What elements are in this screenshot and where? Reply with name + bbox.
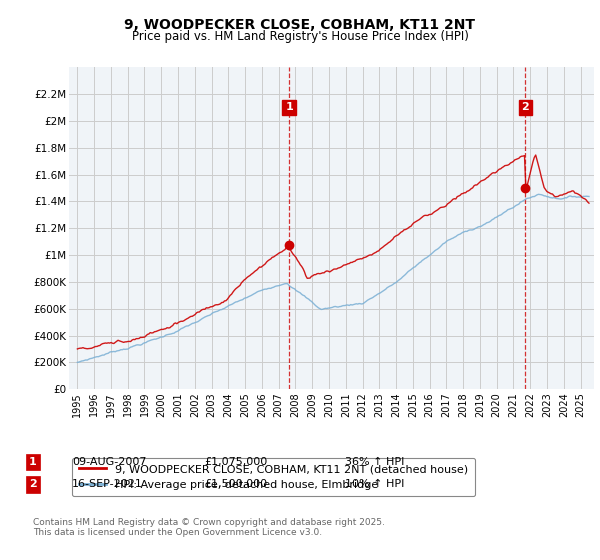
Text: £1,075,000: £1,075,000	[204, 457, 267, 467]
Text: 1: 1	[29, 457, 37, 467]
Text: 1: 1	[285, 102, 293, 113]
Text: 2: 2	[521, 102, 529, 113]
Text: Price paid vs. HM Land Registry's House Price Index (HPI): Price paid vs. HM Land Registry's House …	[131, 30, 469, 43]
Text: £1,500,000: £1,500,000	[204, 479, 267, 489]
Text: 9, WOODPECKER CLOSE, COBHAM, KT11 2NT: 9, WOODPECKER CLOSE, COBHAM, KT11 2NT	[125, 18, 476, 32]
Text: 10% ↑ HPI: 10% ↑ HPI	[345, 479, 404, 489]
Text: Contains HM Land Registry data © Crown copyright and database right 2025.
This d: Contains HM Land Registry data © Crown c…	[33, 518, 385, 538]
Text: 36% ↑ HPI: 36% ↑ HPI	[345, 457, 404, 467]
Text: 2: 2	[29, 479, 37, 489]
Text: 09-AUG-2007: 09-AUG-2007	[72, 457, 146, 467]
Legend: 9, WOODPECKER CLOSE, COBHAM, KT11 2NT (detached house), HPI: Average price, deta: 9, WOODPECKER CLOSE, COBHAM, KT11 2NT (d…	[72, 458, 475, 496]
Text: 16-SEP-2021: 16-SEP-2021	[72, 479, 143, 489]
